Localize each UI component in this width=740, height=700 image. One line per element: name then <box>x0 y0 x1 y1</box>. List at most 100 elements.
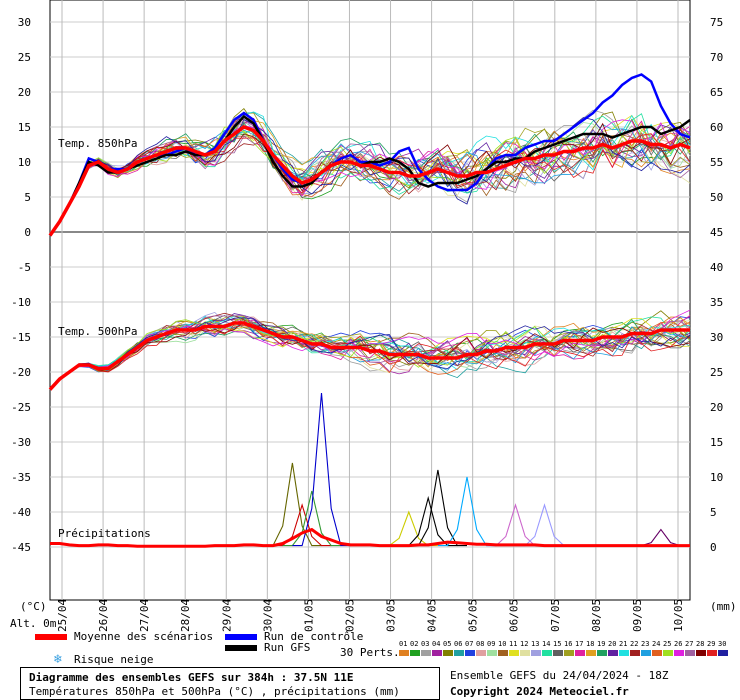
pert-number: 22 <box>630 640 639 648</box>
pert-swatch <box>509 650 519 656</box>
left-tick-label: -10 <box>11 296 31 309</box>
pert-swatch <box>553 650 563 656</box>
pert-number: 29 <box>707 640 716 648</box>
left-tick-label: -5 <box>18 261 31 274</box>
x-date-label: 28/04 <box>179 599 192 632</box>
x-date-label: 02/05 <box>343 599 356 632</box>
plot-area <box>49 0 691 601</box>
pert-number: 14 <box>542 640 551 648</box>
left-tick-label: 25 <box>18 51 31 64</box>
left-tick-label: 0 <box>24 226 31 239</box>
pert-number: 23 <box>641 640 650 648</box>
left-tick-label: 30 <box>18 16 31 29</box>
pert-number: 24 <box>652 640 661 648</box>
t500-mean-line <box>48 321 690 391</box>
pert-swatch <box>696 650 706 656</box>
x-date-label: 30/04 <box>261 599 274 632</box>
left-tick-label: 10 <box>18 156 31 169</box>
pert-swatch <box>432 650 442 656</box>
member-t500-line <box>49 321 691 390</box>
right-tick-label: 55 <box>710 156 723 169</box>
pert-swatch <box>520 650 530 656</box>
pert-number: 07 <box>465 640 474 648</box>
pert-swatch <box>718 650 728 656</box>
member-t850-line <box>49 117 691 236</box>
right-tick-label: 0 <box>710 541 717 554</box>
x-date-label: 06/05 <box>508 599 521 632</box>
left-tick-label: -45 <box>11 541 31 554</box>
pert-swatch <box>487 650 497 656</box>
pert-number: 26 <box>674 640 683 648</box>
left-tick-label: 5 <box>24 191 31 204</box>
left-unit: (°C) <box>20 600 47 613</box>
pert-number: 15 <box>553 640 562 648</box>
pert-swatch <box>410 650 420 656</box>
x-axis-dates: 25/04 26/04 27/04 28/04 29/04 30/04 01/05 02/05… <box>56 599 685 632</box>
pert-number: 08 <box>476 640 485 648</box>
left-tick-label: -35 <box>11 471 31 484</box>
pert-number: 12 <box>520 640 529 648</box>
member-t500-line <box>49 321 691 390</box>
pert-swatch <box>498 650 508 656</box>
pert-number: 01 <box>399 640 408 648</box>
title-box: Diagramme des ensembles GEFS sur 384h : … <box>20 667 440 700</box>
pert-number: 11 <box>509 640 518 648</box>
pert-swatch <box>465 650 475 656</box>
pert-swatch <box>575 650 585 656</box>
pert-number: 04 <box>432 640 441 648</box>
right-tick-label: 50 <box>710 191 723 204</box>
pert-number: 05 <box>443 640 452 648</box>
legend-gfs-label: Run GFS <box>264 641 311 654</box>
x-date-label: 04/05 <box>426 599 439 632</box>
right-tick-label: 70 <box>710 51 723 64</box>
pert-number: 13 <box>531 640 540 648</box>
x-date-label: 07/05 <box>549 599 562 632</box>
pert-number: 21 <box>619 640 628 648</box>
right-tick-label: 35 <box>710 296 723 309</box>
right-tick-label: 25 <box>710 366 723 379</box>
right-tick-label: 20 <box>710 401 723 414</box>
x-date-label: 09/05 <box>631 599 644 632</box>
right-tick-label: 45 <box>710 226 723 239</box>
main-series <box>48 73 691 391</box>
precip-label: Précipitations <box>58 527 151 540</box>
x-date-label: 25/04 <box>56 599 69 632</box>
left-tick-label: -20 <box>11 366 31 379</box>
pert-swatch <box>608 650 618 656</box>
t850-label: Temp. 850hPa <box>58 137 137 150</box>
pert-swatch <box>663 650 673 656</box>
pert-swatch <box>542 650 552 656</box>
x-date-label: 26/04 <box>97 599 110 632</box>
pert-number: 28 <box>696 640 705 648</box>
right-unit: (mm) <box>710 600 737 613</box>
right-tick-label: 40 <box>710 261 723 274</box>
pert-number: 10 <box>498 640 507 648</box>
pert-swatch <box>421 650 431 656</box>
legend-ctrl-swatch <box>225 634 257 640</box>
right-tick-label: 5 <box>710 506 717 519</box>
copyright: Copyright 2024 Meteociel.fr <box>450 685 629 698</box>
pert-swatch <box>674 650 684 656</box>
right-tick-label: 60 <box>710 121 723 134</box>
x-date-label: 29/04 <box>220 599 233 632</box>
pert-number: 30 <box>718 640 727 648</box>
pert-number: 19 <box>597 640 606 648</box>
pert-swatch <box>619 650 629 656</box>
left-tick-label: -40 <box>11 506 31 519</box>
x-date-label: 05/05 <box>467 599 480 632</box>
x-date-label: 03/05 <box>385 599 398 632</box>
pert-number: 17 <box>575 640 584 648</box>
pert-number: 20 <box>608 640 617 648</box>
pert-swatch <box>586 650 596 656</box>
snowflake-icon: ❄ <box>54 652 62 667</box>
left-tick-label: -30 <box>11 436 31 449</box>
x-date-label: 01/05 <box>302 599 315 632</box>
member-t850-line <box>49 128 691 236</box>
member-t500-line <box>49 321 691 390</box>
x-date-label: 10/05 <box>672 599 685 632</box>
pert-number: 06 <box>454 640 463 648</box>
pert-swatch <box>476 650 486 656</box>
left-tick-label: 15 <box>18 121 31 134</box>
